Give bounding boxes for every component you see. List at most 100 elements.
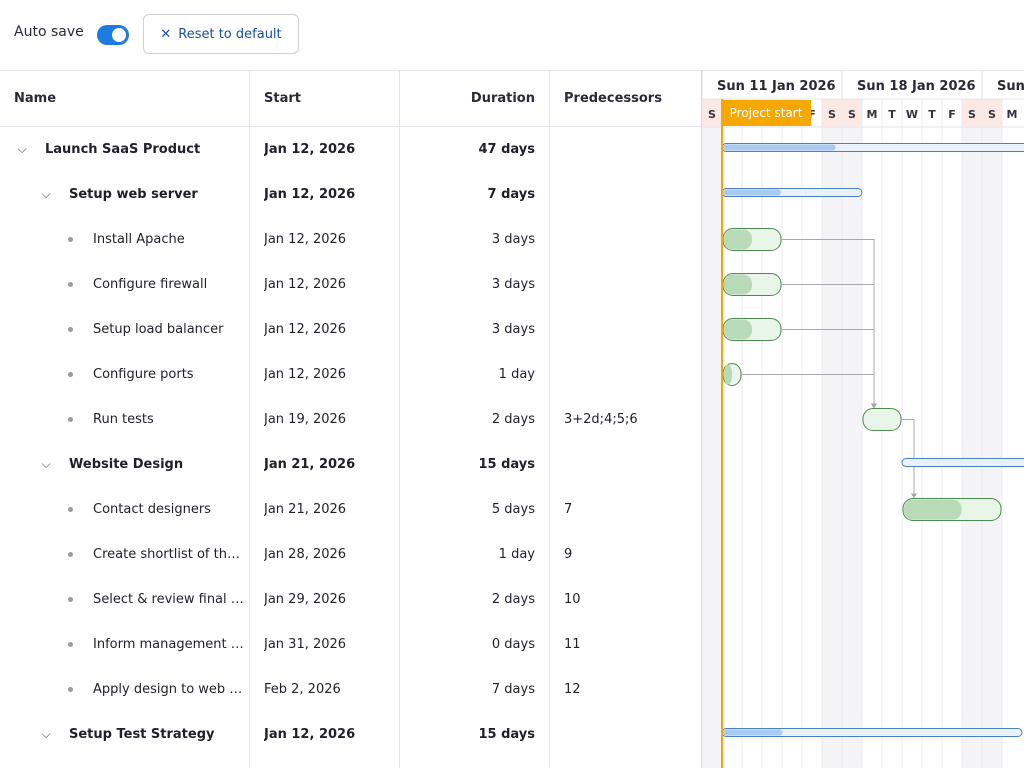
cell-name[interactable]: Configure firewall bbox=[93, 277, 208, 292]
cell-duration[interactable]: 3 days bbox=[491, 322, 535, 337]
cell-predecessors[interactable]: 12 bbox=[564, 682, 581, 697]
cell-name[interactable]: Run tests bbox=[93, 412, 154, 427]
toggle-knob bbox=[112, 28, 126, 42]
cell-duration[interactable]: 47 days bbox=[478, 142, 535, 157]
column-header-predecessors[interactable]: Predecessors bbox=[564, 91, 662, 106]
column-divider[interactable] bbox=[249, 71, 250, 768]
cell-duration[interactable]: 1 day bbox=[498, 367, 535, 382]
cell-duration[interactable]: 1 day bbox=[498, 547, 535, 562]
cell-predecessors[interactable] bbox=[564, 172, 694, 217]
cell-predecessors[interactable]: 3+2d;4;5;6 bbox=[564, 412, 638, 427]
cell-predecessors[interactable] bbox=[564, 352, 694, 397]
cell-start[interactable]: Jan 21, 2026 bbox=[264, 502, 347, 517]
cell-predecessors[interactable] bbox=[564, 442, 694, 487]
table-row[interactable]: Select & review final design Jan 29, 2026… bbox=[0, 577, 701, 622]
cell-name[interactable]: Inform management about decision bbox=[93, 637, 244, 652]
table-row-parent[interactable]: ⌵ Launch SaaS Product Jan 12, 2026 47 days bbox=[0, 127, 701, 172]
cell-start[interactable]: Jan 12, 2026 bbox=[264, 232, 347, 247]
chevron-down-icon[interactable]: ⌵ bbox=[41, 457, 51, 471]
autosave-toggle[interactable] bbox=[97, 25, 129, 45]
cell-predecessors[interactable] bbox=[564, 262, 694, 307]
table-row-parent[interactable]: ⌵ Website Design Jan 21, 2026 15 days bbox=[0, 442, 701, 487]
cell-start[interactable]: Jan 28, 2026 bbox=[264, 547, 347, 562]
cell-start[interactable]: Jan 19, 2026 bbox=[264, 412, 347, 427]
weekend-column bbox=[982, 127, 1002, 768]
cell-start[interactable]: Jan 12, 2026 bbox=[264, 277, 347, 292]
cell-predecessors[interactable]: 9 bbox=[564, 547, 573, 562]
cell-name[interactable]: Website Design bbox=[69, 457, 184, 472]
cell-start[interactable]: Jan 12, 2026 bbox=[264, 727, 356, 742]
column-header-start[interactable]: Start bbox=[264, 91, 301, 106]
table-row[interactable]: Configure firewall Jan 12, 2026 3 days bbox=[0, 262, 701, 307]
project-start-flag[interactable] bbox=[722, 100, 811, 126]
task-bar[interactable] bbox=[862, 408, 902, 431]
cell-duration[interactable]: 2 days bbox=[491, 412, 535, 427]
week-header[interactable]: Sun 18 Jan 2026 bbox=[857, 79, 976, 94]
cell-start[interactable]: Feb 2, 2026 bbox=[264, 682, 341, 697]
cell-name[interactable]: Setup web server bbox=[69, 187, 198, 202]
cell-name[interactable]: Contact designers bbox=[93, 502, 211, 517]
cell-predecessors[interactable] bbox=[564, 307, 694, 352]
cell-duration[interactable]: 2 days bbox=[491, 592, 535, 607]
column-header-name[interactable]: Name bbox=[14, 91, 57, 106]
week-header[interactable]: Sun 11 Jan 2026 bbox=[717, 79, 836, 94]
grid-header: Name Start Duration Predecessors bbox=[0, 71, 701, 127]
cell-start[interactable]: Jan 21, 2026 bbox=[264, 457, 356, 472]
task-grid: Name Start Duration Predecessors ⌵ Launch… bbox=[0, 70, 701, 768]
cell-name[interactable]: Create shortlist of three designers bbox=[93, 547, 244, 562]
table-row[interactable]: Create shortlist of three designers Jan 2… bbox=[0, 532, 701, 577]
table-row[interactable]: Contact designers Jan 21, 2026 5 days 7 bbox=[0, 487, 701, 532]
cell-duration[interactable]: 5 days bbox=[491, 502, 535, 517]
table-row[interactable]: Install Apache Jan 12, 2026 3 days bbox=[0, 217, 701, 262]
cell-name[interactable]: Setup Test Strategy bbox=[69, 727, 215, 742]
cell-name[interactable]: Select & review final design bbox=[93, 592, 244, 607]
cell-name[interactable]: Setup load balancer bbox=[93, 322, 224, 337]
table-row[interactable]: Apply design to web site Feb 2, 2026 7 day… bbox=[0, 667, 701, 712]
cell-predecessors[interactable] bbox=[564, 127, 694, 172]
cell-start[interactable]: Jan 12, 2026 bbox=[264, 367, 347, 382]
cell-start[interactable]: Jan 12, 2026 bbox=[264, 142, 356, 157]
project-start-label: Project start bbox=[730, 106, 803, 120]
cell-name[interactable]: Apply design to web site bbox=[93, 682, 244, 697]
column-divider[interactable] bbox=[399, 71, 400, 768]
table-row-parent[interactable]: ⌵ Setup web server Jan 12, 2026 7 days bbox=[0, 172, 701, 217]
cell-start[interactable]: Jan 12, 2026 bbox=[264, 187, 356, 202]
cell-duration[interactable]: 15 days bbox=[478, 457, 535, 472]
day-letter: S bbox=[968, 108, 976, 121]
cell-duration[interactable]: 15 days bbox=[478, 727, 535, 742]
cell-name[interactable]: Launch SaaS Product bbox=[45, 142, 201, 157]
cell-start[interactable]: Jan 12, 2026 bbox=[264, 322, 347, 337]
cell-start[interactable]: Jan 29, 2026 bbox=[264, 592, 347, 607]
chevron-down-icon[interactable]: ⌵ bbox=[17, 142, 27, 156]
dependency-arrow-icon bbox=[911, 493, 917, 499]
table-row[interactable]: Configure ports Jan 12, 2026 1 day bbox=[0, 352, 701, 397]
bullet-icon bbox=[68, 642, 73, 647]
cell-predecessors[interactable]: 7 bbox=[564, 502, 573, 517]
column-header-duration[interactable]: Duration bbox=[470, 91, 535, 106]
cell-duration[interactable]: 3 days bbox=[491, 232, 535, 247]
chevron-down-icon[interactable]: ⌵ bbox=[41, 187, 51, 201]
cell-predecessors[interactable]: 10 bbox=[564, 592, 581, 607]
weekend-column bbox=[962, 127, 982, 768]
cell-name[interactable]: Install Apache bbox=[93, 232, 185, 247]
cell-duration[interactable]: 7 days bbox=[491, 682, 535, 697]
table-row[interactable]: Inform management about decision Jan 31, … bbox=[0, 622, 701, 667]
summary-bar[interactable] bbox=[901, 458, 1024, 467]
cell-predecessors[interactable]: 11 bbox=[564, 637, 581, 652]
reset-to-default-button[interactable]: ✕ Reset to default bbox=[143, 14, 299, 54]
cell-duration[interactable]: 3 days bbox=[491, 277, 535, 292]
table-row[interactable]: Setup load balancer Jan 12, 2026 3 days bbox=[0, 307, 701, 352]
cell-predecessors[interactable] bbox=[564, 712, 694, 757]
cell-duration[interactable]: 0 days bbox=[491, 637, 535, 652]
chevron-down-icon[interactable]: ⌵ bbox=[41, 727, 51, 741]
column-divider[interactable] bbox=[549, 71, 550, 768]
cell-duration[interactable]: 7 days bbox=[487, 187, 535, 202]
table-row-parent[interactable]: ⌵ Setup Test Strategy Jan 12, 2026 15 days bbox=[0, 712, 701, 757]
cell-start[interactable]: Jan 31, 2026 bbox=[264, 637, 347, 652]
week-header[interactable]: Sun 25 Jan 2026 bbox=[997, 79, 1024, 94]
cell-name[interactable]: Configure ports bbox=[93, 367, 194, 382]
reset-label: Reset to default bbox=[178, 26, 282, 42]
cell-predecessors[interactable] bbox=[564, 217, 694, 262]
table-row[interactable]: Run tests Jan 19, 2026 2 days 3+2d;4;5;6 bbox=[0, 397, 701, 442]
